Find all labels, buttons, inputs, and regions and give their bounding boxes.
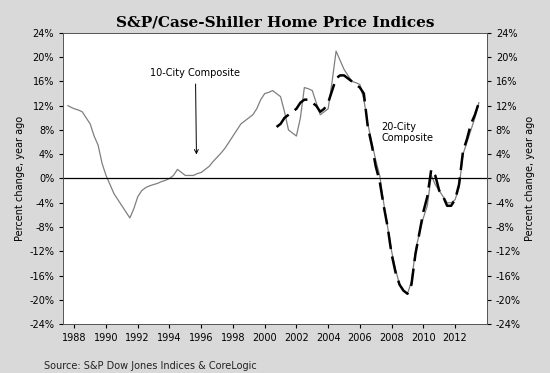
- Title: S&P/Case-Shiller Home Price Indices: S&P/Case-Shiller Home Price Indices: [116, 15, 435, 29]
- Y-axis label: Percent change, year ago: Percent change, year ago: [525, 116, 535, 241]
- Text: 10-City Composite: 10-City Composite: [151, 68, 240, 153]
- Y-axis label: Percent change, year ago: Percent change, year ago: [15, 116, 25, 241]
- Text: Source: S&P Dow Jones Indices & CoreLogic: Source: S&P Dow Jones Indices & CoreLogi…: [44, 361, 257, 371]
- Text: 20-City
Composite: 20-City Composite: [381, 122, 433, 143]
